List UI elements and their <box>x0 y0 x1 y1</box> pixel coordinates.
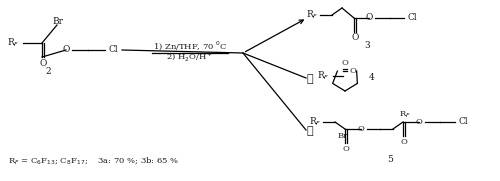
Text: O: O <box>342 145 349 153</box>
Text: R$_F$: R$_F$ <box>306 9 318 21</box>
Text: Cl: Cl <box>458 117 468 127</box>
Text: Cl: Cl <box>108 45 118 54</box>
Text: O: O <box>40 58 46 68</box>
Text: Br: Br <box>52 18 64 26</box>
Text: R$_F$: R$_F$ <box>316 70 330 82</box>
Text: 4: 4 <box>369 73 375 83</box>
Text: O: O <box>349 67 356 75</box>
Text: O: O <box>358 125 364 133</box>
Text: 3: 3 <box>364 41 370 49</box>
Text: O: O <box>416 118 422 126</box>
Text: O: O <box>400 138 407 146</box>
Text: 5: 5 <box>387 155 393 165</box>
Text: R$_F$ = C$_6$F$_{13}$; C$_8$F$_{17}$;    3a: 70 %; 3b: 65 %: R$_F$ = C$_6$F$_{13}$; C$_8$F$_{17}$; 3a… <box>8 155 179 165</box>
Text: ✕: ✕ <box>306 126 314 136</box>
Text: 2: 2 <box>45 66 51 75</box>
Text: Cl: Cl <box>407 14 417 22</box>
Text: ✕: ✕ <box>306 74 314 84</box>
Text: O: O <box>342 59 348 67</box>
Text: 1) Zn/THF, 70 $^0$C: 1) Zn/THF, 70 $^0$C <box>152 40 228 52</box>
Text: R$_F$: R$_F$ <box>308 116 322 128</box>
Text: O: O <box>352 33 358 43</box>
Text: O: O <box>62 45 70 54</box>
Text: Br: Br <box>338 132 348 140</box>
Text: R$_F$: R$_F$ <box>6 37 20 49</box>
Text: R$_F$: R$_F$ <box>399 110 411 120</box>
Text: O: O <box>366 14 372 22</box>
Text: 2) H$_2$O/H$^+$: 2) H$_2$O/H$^+$ <box>166 51 214 63</box>
